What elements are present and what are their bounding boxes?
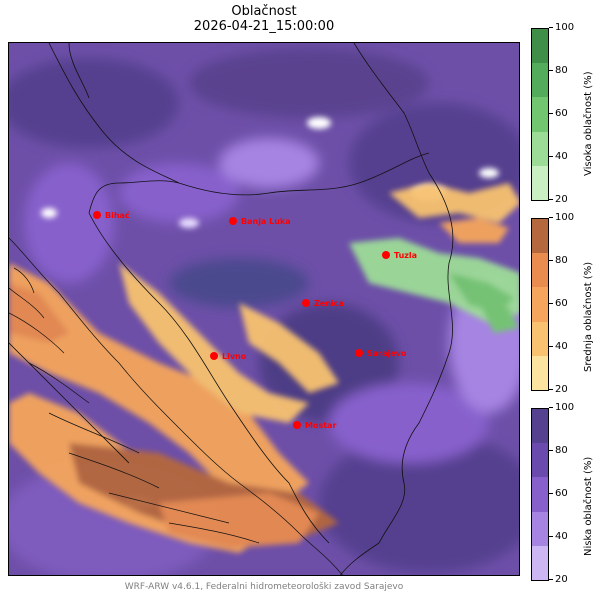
colorbar-niska-tick: 100 [549,402,579,414]
colorbar-srednja-segment [532,219,548,254]
high-cloud-field [349,238,519,333]
colorbar-srednja-tick: 20 [549,384,579,396]
colorbar-srednja-segment [532,321,548,357]
colorbar-niska-segment [532,443,548,478]
city-label-banja-luka: Banja Luka [241,217,291,226]
city-markers: Bihać Banja Luka Tuzla Zenica Livno Sarajevo M… [93,210,417,430]
colorbar-visoka [531,28,549,201]
city-label-sarajevo: Sarajevo [367,349,407,358]
country-borders [9,43,454,575]
coastline [9,237,343,575]
colorbar-niska-segment [532,409,548,444]
colorbar-srednja-segment [532,287,548,323]
colorbar-niska-tick: 80 [549,445,579,457]
colorbar-niska-segment [532,477,548,513]
colorbar-srednja-tick: 80 [549,255,579,267]
colorbar-visoka-segment [532,63,548,98]
colorbar-srednja-tick: 40 [549,341,579,353]
colorbar-srednja-segment [532,253,548,288]
city-label-zenica: Zenica [314,299,344,308]
city-marker-sarajevo[interactable] [355,349,363,357]
colorbar-niska [531,408,549,581]
colorbar-niska-tick: 20 [549,574,579,586]
colorbar-srednja-segment [532,355,548,391]
colorbar-visoka-tick: 100 [549,22,579,34]
colorbar-niska-label: Niska oblačnost (%) [583,456,594,556]
city-marker-livno[interactable] [210,352,218,360]
city-marker-banja-luka[interactable] [229,217,237,225]
city-label-mostar: Mostar [305,421,336,430]
colorbar-visoka-segment [532,97,548,133]
colorbar-srednja-tick: 100 [549,212,579,224]
colorbar-visoka-segment [532,29,548,64]
city-marker-zenica[interactable] [302,299,310,307]
city-marker-mostar[interactable] [293,421,301,429]
colorbar-visoka-tick: 80 [549,65,579,77]
colorbar-visoka-segment [532,131,548,167]
colorbar-srednja-tick: 60 [549,298,579,310]
map-title: Oblačnost [231,4,297,19]
colorbar-niska-segment [532,511,548,547]
city-marker-biha-[interactable] [93,211,101,219]
colorbar-niska-segment [532,545,548,581]
model-credit: WRF-ARW v4.6.1, Federalni hidrometeorolo… [124,582,404,592]
city-label-tuzla: Tuzla [394,251,417,260]
city-marker-tuzla[interactable] [382,251,390,259]
colorbar-visoka-tick: 40 [549,151,579,163]
colorbar-niska-tick: 40 [549,531,579,543]
colorbar-visoka-tick: 20 [549,194,579,206]
colorbar-visoka-segment [532,165,548,201]
low-cloud-field [9,48,519,575]
city-label-biha-: Bihać [105,210,130,220]
map-canvas: Bihać Banja Luka Tuzla Zenica Livno Sarajevo M… [9,43,519,575]
colorbar-visoka-tick: 60 [549,108,579,120]
cloud-cover-map[interactable]: Bihać Banja Luka Tuzla Zenica Livno Sarajevo M… [8,42,520,576]
colorbar-srednja [531,218,549,391]
city-label-livno: Livno [222,352,247,361]
map-timestamp: 2026-04-21_15:00:00 [193,19,335,34]
colorbar-srednja-label: Srednja oblačnost (%) [583,261,594,372]
colorbar-visoka-label: Visoka oblačnost (%) [583,71,594,176]
mid-cloud-field [9,183,519,553]
colorbar-niska-tick: 60 [549,488,579,500]
